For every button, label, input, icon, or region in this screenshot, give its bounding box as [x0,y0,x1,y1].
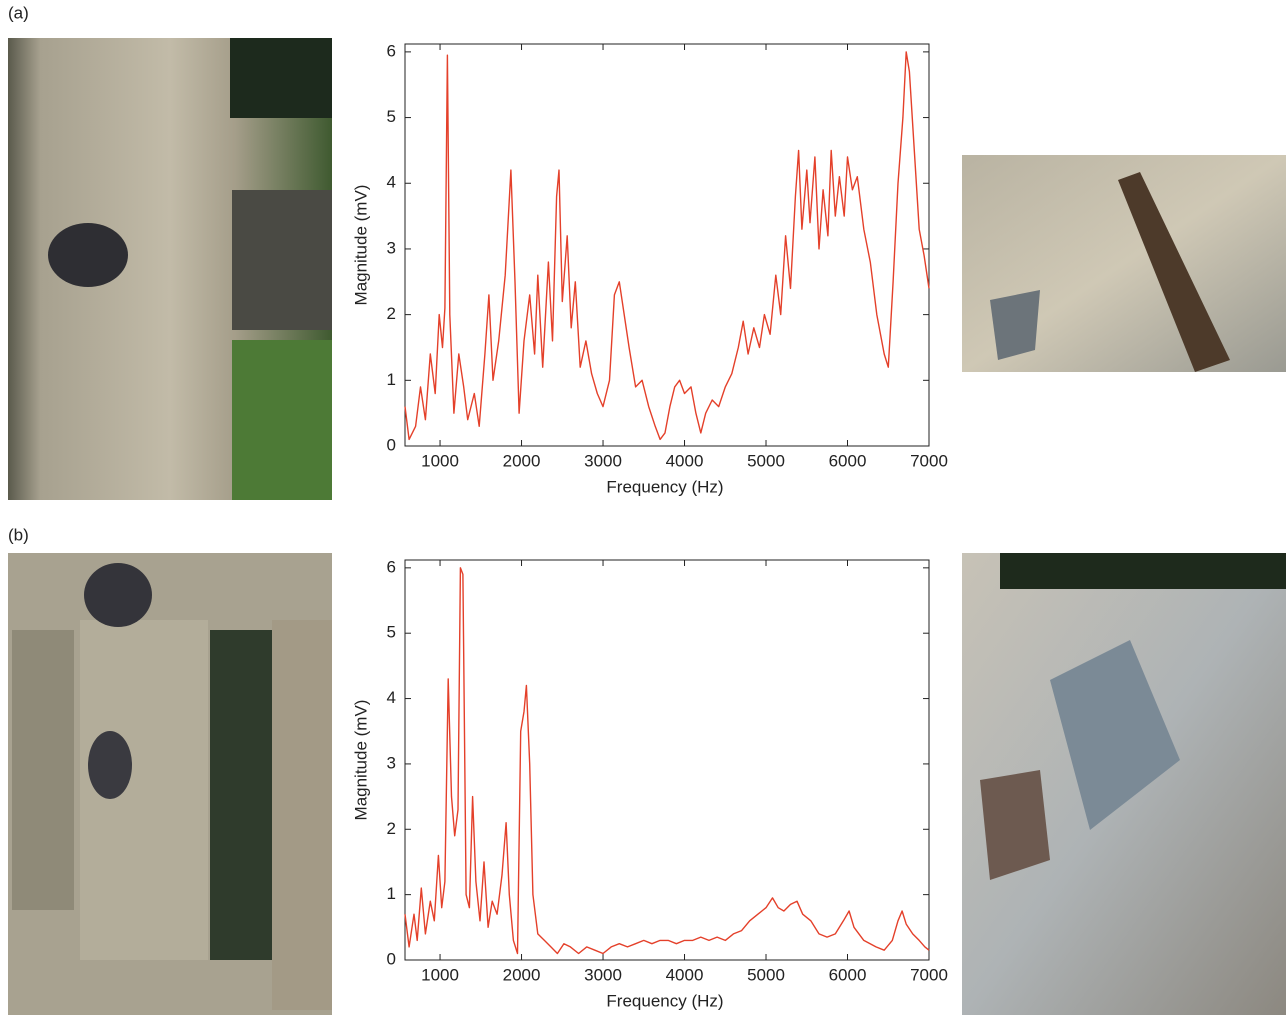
x-tick-label: 1000 [421,451,459,470]
y-tick-label: 0 [387,949,396,968]
y-axis-label: Magnitude (mV) [351,185,370,306]
y-tick-label: 6 [387,557,396,576]
y-tick-label: 1 [387,370,396,389]
x-tick-label: 2000 [503,451,541,470]
photo [962,155,1286,372]
photo [962,553,1286,1015]
x-tick-label: 3000 [584,965,622,984]
x-axis-label: Frequency (Hz) [606,477,723,496]
y-tick-label: 4 [387,688,396,707]
plot-frame [405,44,929,446]
x-tick-label: 5000 [747,965,785,984]
plot-frame [405,560,929,960]
x-tick-label: 6000 [829,965,867,984]
x-tick-label: 7000 [910,451,948,470]
y-tick-label: 5 [387,623,396,642]
x-tick-label: 4000 [666,451,704,470]
panel-label: (a) [8,3,29,22]
x-tick-label: 4000 [666,965,704,984]
photo [8,553,332,1015]
y-axis-label: Magnitude (mV) [351,700,370,821]
y-tick-label: 1 [387,884,396,903]
y-tick-label: 3 [387,753,396,772]
x-axis-label: Frequency (Hz) [606,991,723,1010]
y-tick-label: 5 [387,107,396,126]
x-tick-label: 7000 [910,965,948,984]
y-tick-label: 4 [387,173,396,192]
y-tick-label: 0 [387,435,396,454]
x-tick-label: 1000 [421,965,459,984]
y-tick-label: 2 [387,819,396,838]
x-tick-label: 3000 [584,451,622,470]
y-tick-label: 3 [387,238,396,257]
panel-label: (b) [8,525,29,544]
y-tick-label: 2 [387,304,396,323]
y-tick-label: 6 [387,41,396,60]
x-tick-label: 2000 [503,965,541,984]
x-tick-label: 6000 [829,451,867,470]
x-tick-label: 5000 [747,451,785,470]
figure: (a) 1000 2000 3000 4000 5000 6000 7000 0 1 2 3 4 5 6 Fr… [0,0,1286,1015]
photo [8,38,332,500]
